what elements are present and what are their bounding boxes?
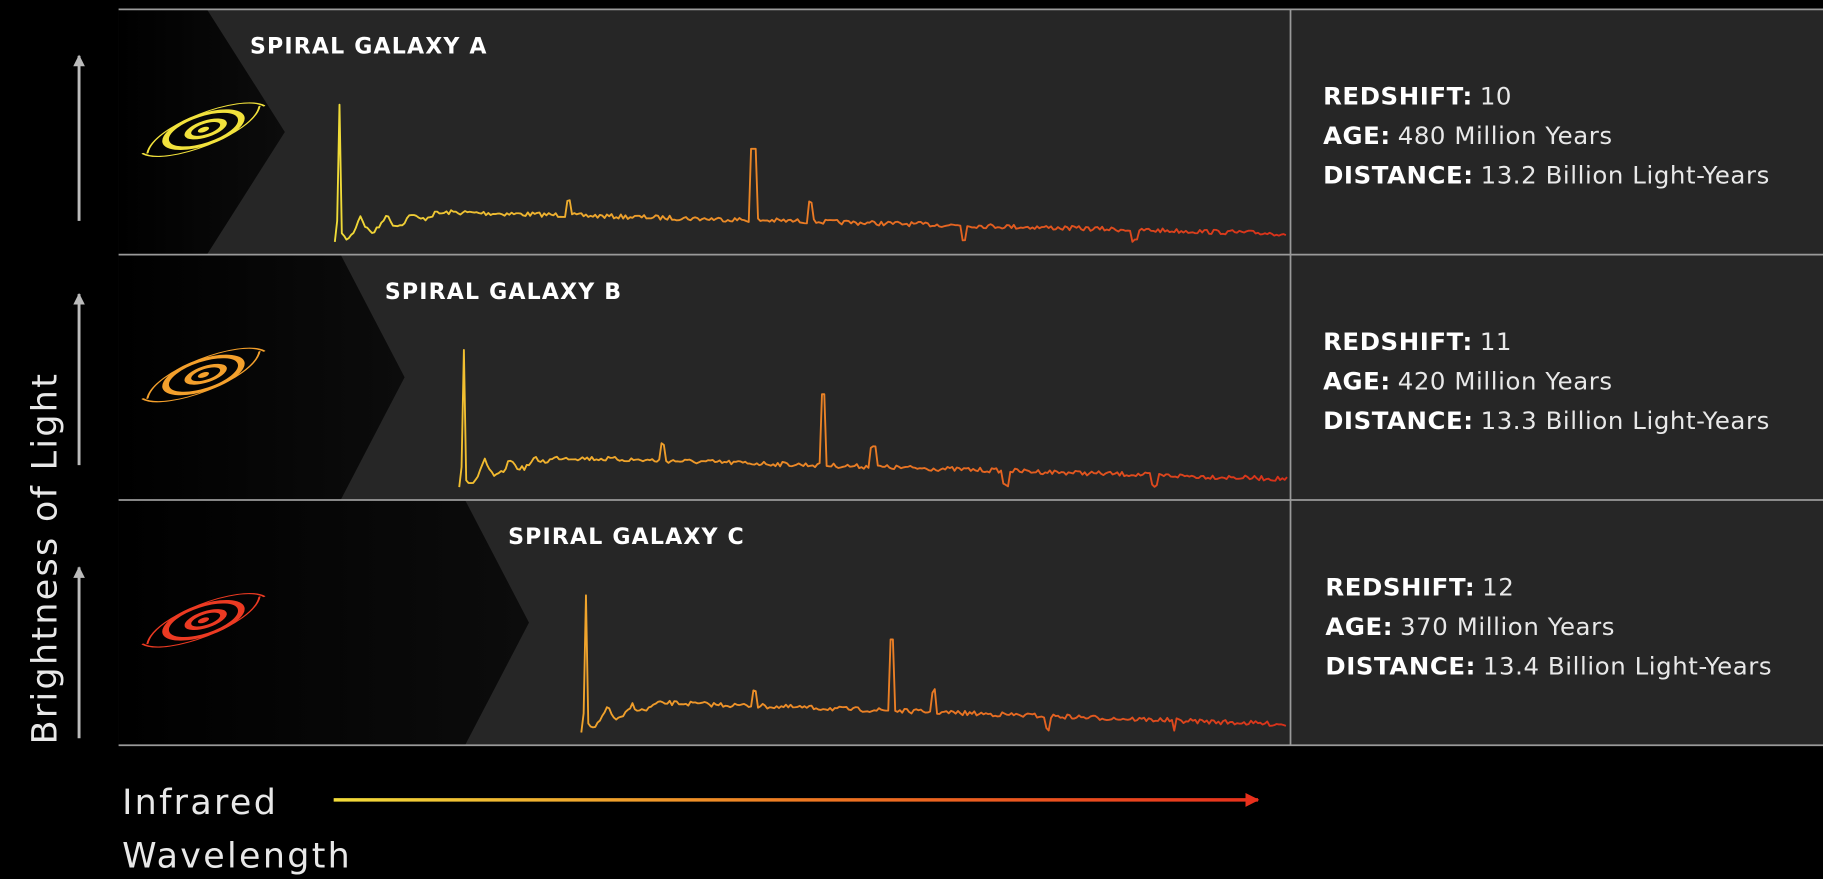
field-label: REDSHIFT: bbox=[1323, 82, 1473, 111]
spectrum bbox=[580, 594, 1287, 733]
info-line: DISTANCE: 13.2 Billion Light-Years bbox=[1323, 161, 1770, 190]
chevron bbox=[118, 499, 529, 746]
galaxy-icon bbox=[141, 347, 266, 403]
info-line: AGE: 420 Million Years bbox=[1323, 367, 1613, 396]
field-value: 370 Million Years bbox=[1400, 612, 1615, 641]
field-value: 13.3 Billion Light-Years bbox=[1481, 406, 1770, 435]
galaxy-name: SPIRAL GALAXY C bbox=[508, 525, 745, 550]
field-value: 11 bbox=[1480, 327, 1512, 356]
info-line: REDSHIFT: 10 bbox=[1323, 82, 1512, 111]
galaxy-name: SPIRAL GALAXY A bbox=[250, 35, 488, 60]
field-label: DISTANCE: bbox=[1325, 651, 1476, 680]
x-axis-label: Infrared bbox=[122, 783, 278, 823]
chevron bbox=[118, 254, 405, 500]
field-label: REDSHIFT: bbox=[1323, 327, 1473, 356]
field-value: 13.4 Billion Light-Years bbox=[1483, 651, 1772, 680]
panel bbox=[118, 9, 1823, 255]
galaxy-icon bbox=[141, 592, 266, 648]
field-label: AGE: bbox=[1323, 367, 1391, 396]
field-label: DISTANCE: bbox=[1323, 161, 1474, 190]
field-value: 420 Million Years bbox=[1398, 367, 1613, 396]
field-value: 10 bbox=[1480, 82, 1512, 111]
info-line: DISTANCE: 13.3 Billion Light-Years bbox=[1323, 406, 1770, 435]
spectrum bbox=[458, 349, 1288, 488]
field-value: 480 Million Years bbox=[1398, 121, 1613, 150]
field-value: 13.2 Billion Light-Years bbox=[1481, 161, 1770, 190]
info-line: AGE: 480 Million Years bbox=[1323, 121, 1613, 150]
info-line: AGE: 370 Million Years bbox=[1325, 612, 1615, 641]
field-label: REDSHIFT: bbox=[1325, 572, 1475, 601]
info-line: REDSHIFT: 12 bbox=[1325, 572, 1514, 601]
galaxy-name: SPIRAL GALAXY B bbox=[385, 280, 622, 305]
galaxy-icon bbox=[141, 102, 266, 157]
spectrum bbox=[333, 103, 1287, 243]
field-value: 12 bbox=[1482, 572, 1514, 601]
x-axis-label: Wavelength bbox=[122, 836, 352, 876]
y-axis-label: Brightness of Light bbox=[26, 372, 66, 745]
field-label: AGE: bbox=[1325, 612, 1393, 641]
info-line: DISTANCE: 13.4 Billion Light-Years bbox=[1325, 651, 1772, 680]
info-line: REDSHIFT: 11 bbox=[1323, 327, 1512, 356]
field-label: DISTANCE: bbox=[1323, 406, 1474, 435]
field-label: AGE: bbox=[1323, 121, 1391, 150]
